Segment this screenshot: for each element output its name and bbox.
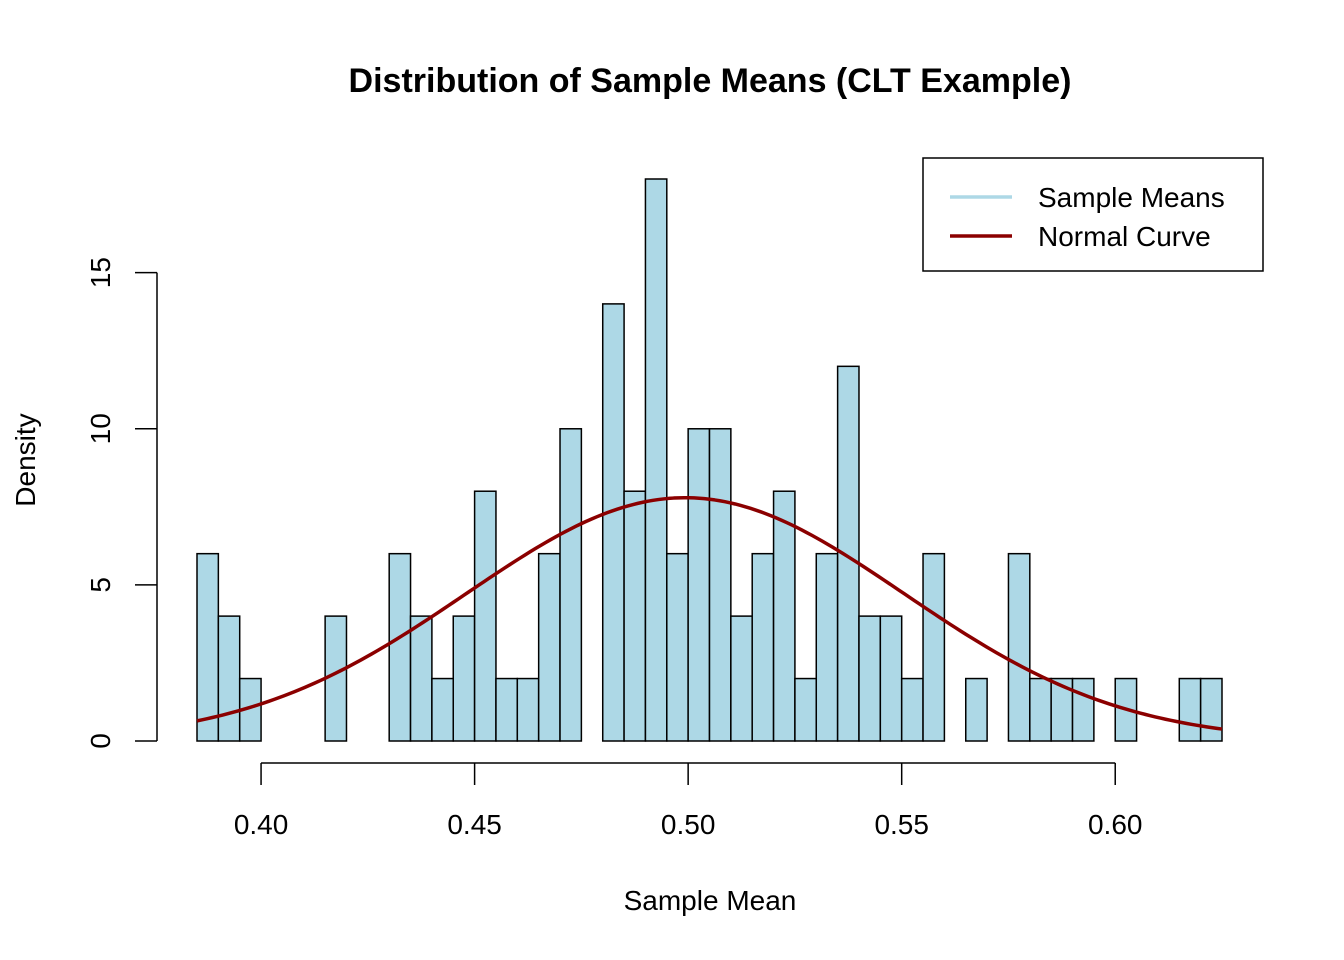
histogram-bar-20 — [751, 552, 775, 742]
histogram-bar-16 — [666, 552, 689, 742]
histogram-bar-36 — [1199, 677, 1223, 742]
histogram-bars — [196, 178, 1223, 742]
histogram-bar-33 — [1071, 677, 1095, 742]
histogram-bar-22 — [794, 677, 818, 742]
histogram-bar-18 — [708, 428, 732, 742]
legend-label-sample-means: Sample Means — [1038, 182, 1225, 213]
x-axis: 0.40 0.45 0.50 0.55 0.60 — [234, 762, 1143, 840]
histogram-bar-8 — [473, 490, 497, 742]
histogram-bar-10 — [516, 677, 540, 742]
x-tick-label: 0.40 — [234, 809, 289, 840]
x-axis-label: Sample Mean — [624, 885, 797, 916]
x-tick-label: 0.55 — [874, 809, 929, 840]
histogram-bar-31 — [1029, 677, 1052, 742]
histogram-bar-29 — [965, 677, 988, 742]
x-tick-label: 0.50 — [661, 809, 716, 840]
histogram-bar-15 — [644, 178, 668, 742]
histogram-bar-5 — [409, 615, 433, 742]
histogram-bar-26 — [879, 615, 903, 742]
histogram-bar-23 — [815, 552, 839, 742]
y-axis-label: Density — [10, 413, 41, 506]
histogram-bar-17 — [687, 428, 711, 742]
histogram-bar-28 — [922, 552, 946, 742]
histogram-bar-13 — [601, 303, 625, 742]
histogram-bar-27 — [900, 677, 924, 742]
histogram-bar-0 — [196, 552, 220, 742]
legend-label-normal-curve: Normal Curve — [1038, 221, 1211, 252]
histogram-bar-14 — [623, 490, 647, 742]
y-axis: 0 5 10 15 — [85, 257, 158, 749]
histogram-bar-9 — [495, 677, 519, 742]
y-tick-label: 15 — [85, 257, 116, 288]
histogram-bar-25 — [858, 615, 882, 742]
chart-title: Distribution of Sample Means (CLT Exampl… — [349, 62, 1072, 100]
histogram-bar-7 — [452, 615, 476, 742]
normal-curve-line — [196, 495, 1223, 731]
histogram-bar-35 — [1178, 677, 1202, 742]
histogram-bar-4 — [388, 552, 412, 742]
histogram-bar-6 — [431, 677, 455, 742]
legend-box — [922, 157, 1264, 272]
histogram-bar-30 — [1007, 552, 1031, 742]
y-tick-label: 0 — [85, 733, 116, 749]
legend: Sample Means Normal Curve — [922, 157, 1264, 272]
y-tick-label: 5 — [85, 577, 116, 593]
histogram-bar-21 — [772, 490, 796, 742]
histogram-bar-11 — [537, 552, 561, 742]
histogram-bar-12 — [559, 428, 583, 742]
x-tick-label: 0.60 — [1088, 809, 1143, 840]
y-tick-label: 10 — [85, 413, 116, 444]
histogram-bar-1 — [217, 615, 241, 742]
histogram-bar-19 — [730, 615, 753, 742]
x-tick-label: 0.45 — [447, 809, 502, 840]
histogram-bar-24 — [836, 365, 860, 742]
